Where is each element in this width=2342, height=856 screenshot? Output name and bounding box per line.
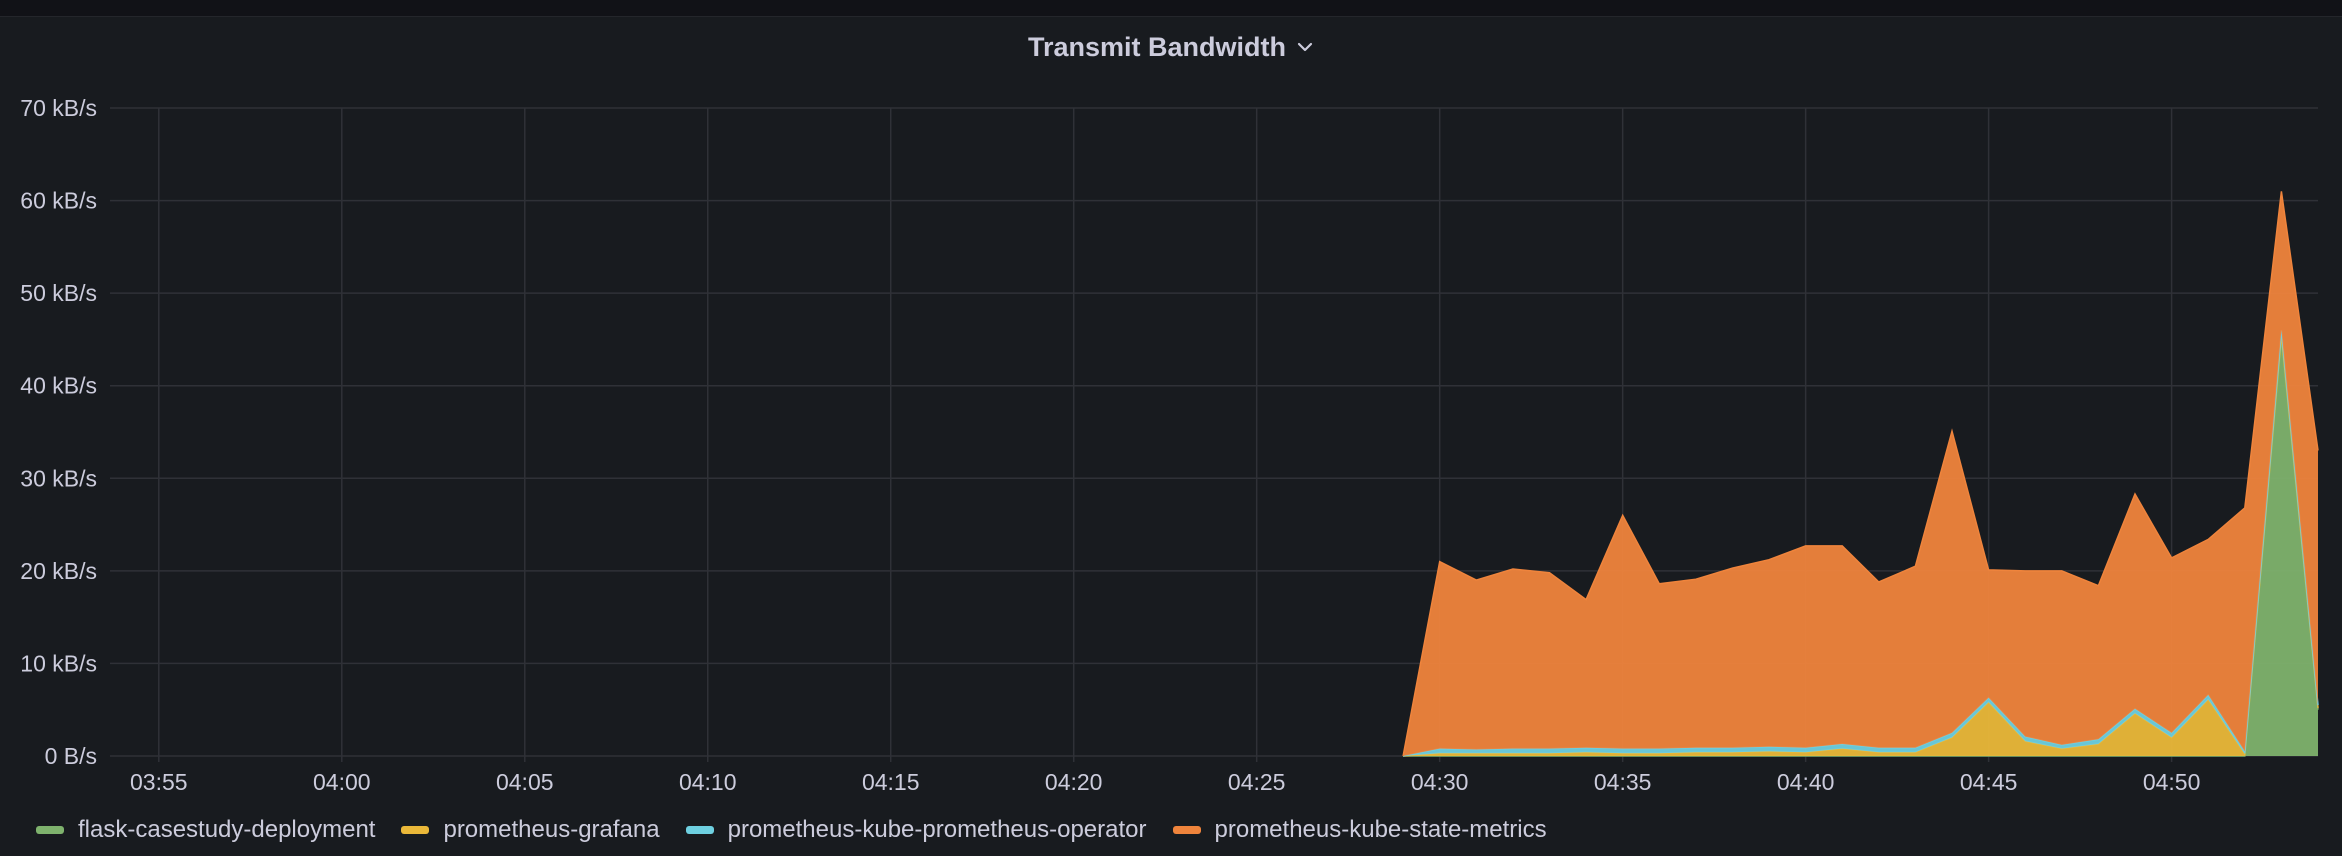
y-tick-label: 70 kB/s xyxy=(20,95,97,121)
y-tick-label: 10 kB/s xyxy=(20,650,97,676)
series-line-prometheus-kube-state-metrics xyxy=(1402,191,2319,757)
legend: flask-casestudy-deployment prometheus-gra… xyxy=(36,812,1547,848)
legend-item-prometheus-kube-prometheus-operator[interactable]: prometheus-kube-prometheus-operator xyxy=(685,816,1147,844)
legend-swatch xyxy=(36,826,64,834)
legend-item-prometheus-kube-state-metrics[interactable]: prometheus-kube-state-metrics xyxy=(1172,816,1547,844)
chart-canvas[interactable]: 0 B/s 10 kB/s 20 kB/s 30 kB/s 40 kB/s 50 kB/s… xyxy=(0,0,2342,810)
panel-title-menu[interactable]: Transmit Bandwidth xyxy=(1028,32,1314,63)
dashboard-top-bar xyxy=(0,0,2342,17)
x-tick-label: 04:45 xyxy=(1960,769,2018,795)
x-tick-label: 04:30 xyxy=(1411,769,1469,795)
x-tick-label: 04:20 xyxy=(1045,769,1103,795)
x-tick-label: 04:25 xyxy=(1228,769,1286,795)
y-tick-label: 30 kB/s xyxy=(20,465,97,491)
legend-label: prometheus-kube-prometheus-operator xyxy=(727,816,1147,843)
y-tick-label: 20 kB/s xyxy=(20,558,97,584)
x-tick-label: 04:00 xyxy=(313,769,371,795)
legend-item-flask-casestudy-deployment[interactable]: flask-casestudy-deployment xyxy=(36,816,375,844)
x-tick-label: 04:50 xyxy=(2143,769,2201,795)
x-tick-label: 04:40 xyxy=(1777,769,1835,795)
x-tick-label: 04:35 xyxy=(1594,769,1652,795)
panel-header: Transmit Bandwidth xyxy=(0,24,2342,70)
x-tick-label: 04:05 xyxy=(496,769,554,795)
y-tick-label: 0 B/s xyxy=(45,743,97,769)
legend-item-prometheus-grafana[interactable]: prometheus-grafana xyxy=(401,816,660,844)
x-tick-label: 03:55 xyxy=(130,769,188,795)
panel-title: Transmit Bandwidth xyxy=(1027,31,1287,62)
legend-label: prometheus-kube-state-metrics xyxy=(1214,816,1547,843)
legend-swatch xyxy=(401,826,430,834)
legend-label: flask-casestudy-deployment xyxy=(78,816,376,843)
y-tick-label: 40 kB/s xyxy=(20,373,97,399)
series-area-prometheus-kube-state-metrics[interactable] xyxy=(1403,191,2318,757)
x-tick-label: 04:10 xyxy=(679,769,737,795)
legend-label: prometheus-grafana xyxy=(443,816,660,843)
y-tick-label: 50 kB/s xyxy=(20,280,97,306)
chevron-down-icon xyxy=(1297,42,1313,52)
legend-swatch xyxy=(685,826,714,834)
legend-swatch xyxy=(1172,826,1201,834)
y-tick-label: 60 kB/s xyxy=(20,188,97,214)
x-tick-label: 04:15 xyxy=(862,769,920,795)
